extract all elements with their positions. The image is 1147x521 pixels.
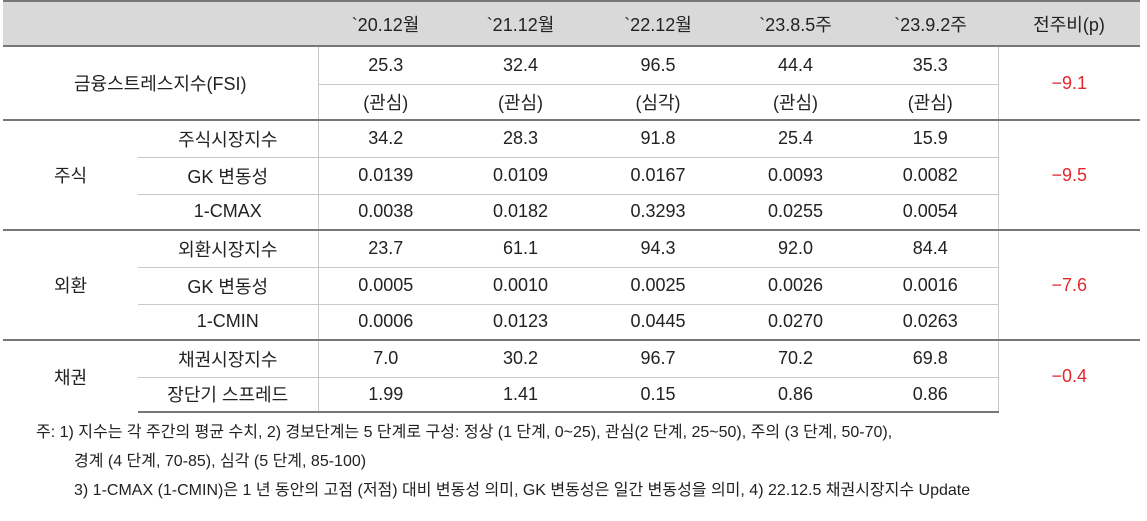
- cell: 92.0: [728, 229, 863, 267]
- cell: 0.0270: [728, 303, 863, 340]
- cell: 25.3: [318, 45, 453, 84]
- cell: 0.0167: [588, 156, 728, 194]
- cell: 61.1: [453, 229, 588, 267]
- cell: 0.86: [728, 376, 863, 413]
- cell: (관심): [728, 83, 863, 120]
- column-header: 전주비(p): [998, 0, 1140, 46]
- cell: 0.0025: [588, 266, 728, 304]
- cell: 94.3: [588, 229, 728, 267]
- row: 주식 주식시장지수 34.2 28.3 91.8 25.4 15.9 −9.5: [3, 119, 1140, 230]
- cell: 7.0: [318, 339, 453, 377]
- cell: 32.4: [453, 45, 588, 84]
- column-header: `21.12월: [453, 0, 588, 46]
- column-header: `20.12월: [318, 0, 453, 46]
- cell: 69.8: [863, 339, 998, 377]
- cell: 28.3: [453, 119, 588, 157]
- cell: 0.86: [863, 376, 998, 413]
- row-label: 장단기 스프레드: [138, 376, 319, 413]
- cell: 0.15: [588, 376, 728, 413]
- cell: 44.4: [728, 45, 863, 84]
- change: −9.5: [997, 119, 1140, 230]
- cell: 84.4: [863, 229, 998, 267]
- corner: [3, 0, 318, 46]
- change: −7.6: [997, 229, 1140, 340]
- note: 경계 (4 단계, 70-85), 심각 (5 단계, 85-100): [74, 453, 367, 470]
- cell: 0.0182: [453, 193, 588, 230]
- table: `20.12월 `21.12월 `22.12월 `23.8.5주 `23.9.2주 전주비…: [3, 0, 1140, 413]
- cell: 0.0026: [728, 266, 863, 304]
- group-label: 외환: [3, 229, 138, 340]
- row-label: 1-CMIN: [138, 303, 319, 340]
- cell: (관심): [453, 83, 588, 120]
- cell: 0.3293: [588, 193, 728, 230]
- row: 1-CMIN 0.0006 0.0123 0.0445 0.0270 0.0263: [3, 303, 1140, 340]
- cell: 96.7: [588, 339, 728, 377]
- cell: 1.99: [318, 376, 453, 413]
- cell: 0.0054: [863, 193, 998, 230]
- row: 외환 외환시장지수 23.7 61.1 94.3 92.0 84.4 −7.6: [3, 229, 1140, 340]
- row: GK 변동성 0.0139 0.0109 0.0167 0.0093 0.0082: [3, 156, 1140, 194]
- cell: 0.0445: [588, 303, 728, 340]
- cell: 0.0139: [318, 156, 453, 194]
- cell: 96.5: [588, 45, 728, 84]
- row-label: 주식시장지수: [138, 119, 319, 157]
- column-header: `22.12월: [588, 0, 728, 46]
- group-label: 주식: [3, 119, 138, 230]
- cell: 0.0263: [863, 303, 998, 340]
- row-label: 채권시장지수: [138, 339, 319, 377]
- cell: (관심): [863, 83, 998, 120]
- row: GK 변동성 0.0005 0.0010 0.0025 0.0026 0.0016: [3, 266, 1140, 304]
- cell: 0.0123: [453, 303, 588, 340]
- group-label: 채권: [3, 339, 138, 412]
- cell: 0.0255: [728, 193, 863, 230]
- change: −9.1: [997, 45, 1140, 120]
- row: 1-CMAX 0.0038 0.0182 0.3293 0.0255 0.0054: [3, 193, 1140, 230]
- notes: 주: 1) 지수는 각 주간의 평균 수치, 2) 경보단계는 5 단계로 구성…: [36, 418, 970, 505]
- cell: (관심): [318, 83, 453, 120]
- cell: 34.2: [318, 119, 453, 157]
- note: 주: 1) 지수는 각 주간의 평균 수치, 2) 경보단계는 5 단계로 구성…: [36, 424, 893, 441]
- cell: 35.3: [863, 45, 998, 84]
- cell: 1.41: [453, 376, 588, 413]
- column-header: `23.9.2주: [863, 0, 998, 46]
- cell: 25.4: [728, 119, 863, 157]
- cell: 15.9: [863, 119, 998, 157]
- cell: 0.0005: [318, 266, 453, 304]
- cell: 0.0006: [318, 303, 453, 340]
- cell: (심각): [588, 83, 728, 120]
- row-label: GK 변동성: [138, 266, 319, 304]
- cell: 0.0093: [728, 156, 863, 194]
- cell: 0.0016: [863, 266, 998, 304]
- cell: 30.2: [453, 339, 588, 377]
- row-label: 금융스트레스지수(FSI): [3, 45, 319, 120]
- cell: 23.7: [318, 229, 453, 267]
- cell: 0.0109: [453, 156, 588, 194]
- row: 장단기 스프레드 1.99 1.41 0.15 0.86 0.86: [3, 376, 1140, 413]
- row-label: GK 변동성: [138, 156, 319, 194]
- cell: 91.8: [588, 119, 728, 157]
- column-header: `23.8.5주: [728, 0, 863, 46]
- row-label: 1-CMAX: [138, 193, 319, 230]
- row: (관심) (관심) (심각) (관심) (관심): [3, 83, 1140, 120]
- cell: 0.0038: [318, 193, 453, 230]
- note: 3) 1-CMAX (1-CMIN)은 1 년 동안의 고점 (저점) 대비 변…: [74, 482, 971, 499]
- cell: 0.0010: [453, 266, 588, 304]
- row: 금융스트레스지수(FSI) 25.3 32.4 96.5 44.4 35.3 −9.1: [3, 45, 1140, 120]
- change: −0.4: [997, 339, 1140, 412]
- row-label: 외환시장지수: [138, 229, 319, 267]
- cell: 0.0082: [863, 156, 998, 194]
- header-row: `20.12월 `21.12월 `22.12월 `23.8.5주 `23.9.2주 전주비…: [3, 0, 1140, 46]
- row: 채권 채권시장지수 7.0 30.2 96.7 70.2 69.8 −0.4: [3, 339, 1140, 412]
- cell: 70.2: [728, 339, 863, 377]
